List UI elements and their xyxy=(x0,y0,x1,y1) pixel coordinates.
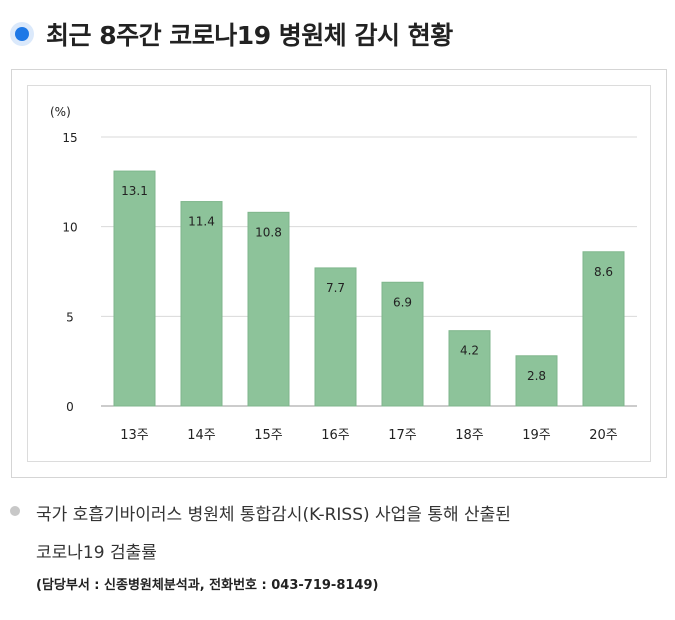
x-tick-label: 14주 xyxy=(187,428,216,443)
y-axis-unit-label: (%) xyxy=(50,105,71,119)
chart-frame: (%) 0 5 10 15 13.1 13주 11.4 14주 10.8 15주 7.7 16주 6.9… xyxy=(11,69,667,478)
y-tick-label: 15 xyxy=(62,131,77,145)
bar xyxy=(582,251,625,407)
bar xyxy=(515,355,558,407)
x-tick-label: 19주 xyxy=(522,428,551,443)
y-tick-label: 5 xyxy=(66,310,74,324)
x-tick-label: 20주 xyxy=(589,428,618,443)
x-tick-label: 13주 xyxy=(120,428,149,443)
bar-chart: (%) 0 5 10 15 13.1 13주 11.4 14주 10.8 15주 7.7 16주 6.9… xyxy=(50,105,637,443)
data-label: 2.8 xyxy=(527,369,546,383)
bullet-circle-icon xyxy=(10,22,34,46)
data-label: 6.9 xyxy=(393,295,412,309)
note-text-line1: 국가 호흡기바이러스 병원체 통합감시(K-RISS) 사업을 통해 산출된 xyxy=(36,505,511,525)
note-bullet-icon xyxy=(10,506,20,516)
data-label: 7.7 xyxy=(326,281,345,295)
x-tick-label: 17주 xyxy=(388,428,417,443)
note-text-line2: 코로나19 검출률 xyxy=(36,543,157,563)
data-label: 8.6 xyxy=(594,265,613,279)
y-tick-label: 0 xyxy=(66,400,74,414)
data-label: 11.4 xyxy=(188,215,215,229)
data-label: 13.1 xyxy=(121,184,148,198)
y-tick-label: 10 xyxy=(62,221,77,235)
data-label: 10.8 xyxy=(255,225,282,239)
x-tick-label: 18주 xyxy=(455,428,484,443)
x-tick-label: 16주 xyxy=(321,428,350,443)
bar xyxy=(314,267,357,407)
data-label: 4.2 xyxy=(460,344,479,358)
x-tick-label: 15주 xyxy=(254,428,283,443)
chart-note: 국가 호흡기바이러스 병원체 통합감시(K-RISS) 사업을 통해 산출된 코… xyxy=(10,496,660,593)
page-header: 최근 8주간 코로나19 병원체 감시 현황 xyxy=(10,14,453,54)
chart-area: (%) 0 5 10 15 13.1 13주 11.4 14주 10.8 15주 7.7 16주 6.9… xyxy=(27,85,651,462)
bar xyxy=(180,201,223,407)
bar xyxy=(448,330,491,407)
note-contact: (담당부서 : 신종병원체분석과, 전화번호 : 043-719-8149) xyxy=(36,578,379,593)
bar xyxy=(247,211,290,407)
page-title: 최근 8주간 코로나19 병원체 감시 현황 xyxy=(46,21,453,50)
bar xyxy=(381,281,424,407)
bar xyxy=(113,170,156,407)
bullet-circle-inner xyxy=(15,27,29,41)
